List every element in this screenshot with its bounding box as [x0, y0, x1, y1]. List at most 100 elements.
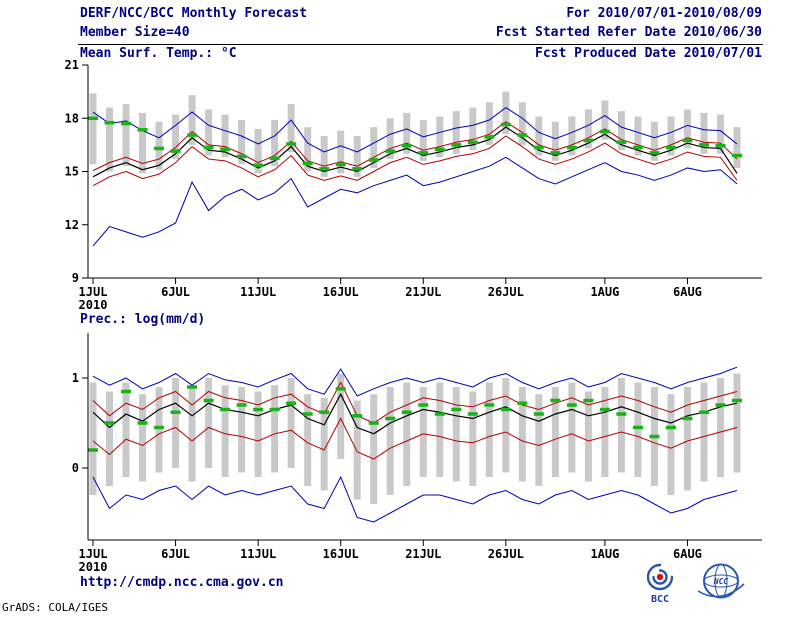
- ensemble-bar: [254, 391, 262, 477]
- ensemble-bar: [287, 378, 295, 468]
- grads-credit: GrADS: COLA/IGES: [2, 601, 108, 614]
- ensemble-bar: [155, 387, 163, 473]
- x-tick-label: 21JUL: [405, 547, 441, 561]
- x-tick-label: 26JUL: [488, 547, 524, 561]
- ensemble-bar: [370, 394, 378, 504]
- header-divider: [78, 44, 763, 45]
- x-tick-label: 6JUL: [161, 547, 190, 561]
- ensemble-bar: [188, 95, 196, 145]
- ensemble-bar: [617, 111, 625, 151]
- ensemble-bar: [419, 120, 427, 161]
- x-tick-label: 6AUG: [673, 547, 702, 561]
- ensemble-bar: [304, 394, 312, 486]
- ensemble-bar: [271, 120, 279, 167]
- ensemble-bar: [122, 382, 130, 477]
- x-tick-label: 6AUG: [673, 285, 702, 299]
- ensemble-bar: [485, 102, 493, 145]
- ensemble-bar: [320, 136, 328, 177]
- ensemble-mean-dash-group: [88, 385, 742, 452]
- line-ensemble-median: [92, 392, 738, 435]
- ensemble-bar: [535, 116, 543, 156]
- y-tick-label: 9: [72, 271, 79, 285]
- x-tick-label: 16JUL: [323, 547, 359, 561]
- produced-date-label: Fcst Produced Date 2010/07/01: [535, 46, 762, 61]
- ncc-cma-logo: NCC: [688, 560, 754, 610]
- ensemble-bar: [518, 387, 526, 482]
- y-tick-label: 1: [72, 371, 79, 385]
- ensemble-bar: [139, 112, 147, 174]
- ensemble-spread-bars: [89, 91, 741, 177]
- line-ensemble-min: [92, 475, 738, 523]
- ensemble-bar: [568, 382, 576, 473]
- line-ensemble-median: [92, 126, 738, 178]
- ensemble-bar: [502, 378, 510, 473]
- ensemble-bar: [172, 378, 180, 468]
- line-ensemble-max: [92, 106, 738, 153]
- ensemble-bar: [502, 91, 510, 135]
- ensemble-bar: [353, 136, 361, 177]
- line-lower-quartile: [92, 417, 738, 460]
- ensemble-bar: [403, 112, 411, 154]
- ensemble-bar: [584, 391, 592, 482]
- ensemble-bar: [386, 387, 394, 495]
- ensemble-bar: [535, 394, 543, 486]
- forecast-range-label: For 2010/07/01-2010/08/09: [566, 6, 762, 21]
- ensemble-bar: [122, 104, 130, 167]
- ensemble-bar: [205, 378, 213, 468]
- ensemble-bar: [634, 116, 642, 156]
- page-title: DERF/NCC/BCC Monthly Forecast: [80, 6, 307, 21]
- ensemble-bar: [700, 382, 708, 482]
- ensemble-bar: [452, 387, 460, 482]
- x-tick-label: 6JUL: [161, 285, 190, 299]
- ensemble-bar: [188, 388, 196, 482]
- ensemble-bar: [700, 112, 708, 154]
- ensemble-bar: [667, 394, 675, 495]
- ensemble-bar: [370, 127, 378, 168]
- line-upper-quartile: [92, 121, 738, 172]
- refer-date-label: Fcst Started Refer Date 2010/06/30: [495, 25, 762, 40]
- ensemble-bar: [601, 100, 609, 140]
- y-tick-label: 18: [65, 111, 79, 125]
- x-tick-label: 1JUL: [79, 285, 108, 299]
- ensemble-bar: [221, 114, 229, 158]
- ncc-globe-icon: NCC: [697, 563, 745, 599]
- ensemble-bar: [683, 109, 691, 149]
- temp-axis-title: Mean Surf. Temp.: °C: [80, 46, 237, 61]
- ensemble-bar: [320, 397, 328, 491]
- ensemble-bar: [551, 121, 559, 161]
- ensemble-bar: [386, 118, 394, 160]
- ensemble-bar: [568, 116, 576, 156]
- y-tick-label: 21: [65, 58, 79, 72]
- ensemble-bar: [667, 116, 675, 156]
- x-tick-label: 11JUL: [240, 547, 276, 561]
- ensemble-bar: [733, 373, 741, 473]
- bcc-swirl-icon: BCC: [646, 563, 674, 605]
- ensemble-mean-dash-group: [88, 116, 742, 171]
- ensemble-bar: [89, 382, 97, 495]
- ensemble-bar: [469, 107, 477, 151]
- ensemble-bar: [271, 385, 279, 473]
- ensemble-bar: [716, 114, 724, 154]
- member-size-label: Member Size=40: [80, 25, 190, 40]
- ensemble-bar: [436, 382, 444, 477]
- x-tick-label: 21JUL: [405, 285, 441, 299]
- y-tick-label: 0: [72, 461, 79, 475]
- x-tick-label: 1JUL: [79, 547, 108, 561]
- ensemble-bar: [601, 387, 609, 477]
- ensemble-bar: [650, 121, 658, 161]
- ensemble-bar: [254, 128, 262, 174]
- ensemble-bar: [469, 391, 477, 486]
- ensemble-bar: [221, 385, 229, 477]
- line-lower-quartile: [92, 135, 738, 187]
- precip-axis-title: Prec.: log(mm/d): [80, 312, 206, 327]
- ensemble-spread-bars: [89, 373, 741, 504]
- line-ensemble-min: [92, 156, 738, 247]
- ensemble-bar: [139, 394, 147, 482]
- ensemble-bar: [452, 111, 460, 154]
- x-tick-label: 16JUL: [323, 285, 359, 299]
- ensemble-bar: [155, 121, 163, 170]
- ensemble-bar: [650, 387, 658, 486]
- ensemble-bar: [353, 400, 361, 500]
